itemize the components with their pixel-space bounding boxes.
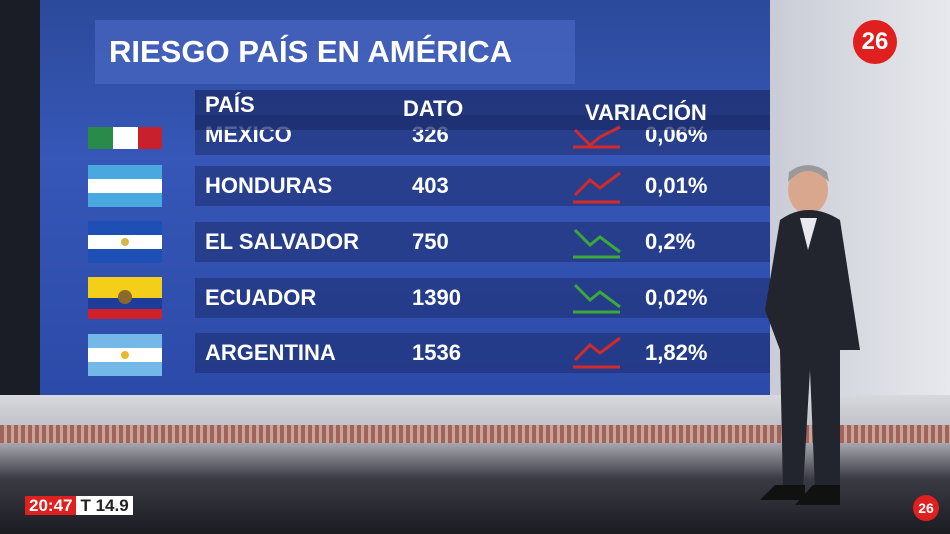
country: ECUADOR	[205, 285, 317, 310]
time: 20:47	[25, 496, 77, 515]
channel-logo: 26	[853, 20, 897, 64]
variation: 0,2%	[645, 229, 696, 254]
flag-ecuador	[88, 277, 162, 319]
flag-argentina	[88, 334, 162, 376]
column-header: VARIACIÓN	[585, 100, 707, 125]
value: 1536	[412, 340, 461, 365]
title: RIESGO PAÍS EN AMÉRICA	[95, 20, 575, 84]
country: ARGENTINA	[205, 340, 336, 365]
presenter	[760, 165, 860, 505]
variation: 0,01%	[645, 173, 708, 198]
column-header: PAÍS	[205, 92, 255, 117]
variation: 1,82%	[645, 340, 708, 365]
corner-logo: 26	[913, 495, 939, 521]
row: HONDURAS 403 0,01%	[195, 166, 770, 206]
column-header: DATO	[403, 96, 464, 121]
value: 750	[412, 229, 449, 254]
floor-stripe	[0, 425, 950, 443]
temperature: T 14.9	[76, 496, 133, 515]
row: ARGENTINA 1536 1,82%	[195, 333, 770, 373]
country: EL SALVADOR	[205, 229, 360, 254]
row: ECUADOR 1390 0,02%	[195, 278, 770, 318]
flag-el-salvador	[88, 221, 162, 263]
flag-mexico	[88, 127, 162, 149]
header-row: PAÍS DATO VARIACIÓN	[195, 90, 770, 130]
flag-honduras	[88, 165, 162, 207]
value: 1390	[412, 285, 461, 310]
country: HONDURAS	[205, 173, 333, 198]
variation: 0,02%	[645, 285, 708, 310]
row: EL SALVADOR 750 0,2%	[195, 222, 770, 262]
clock: 20:47 T 14.9	[25, 495, 133, 517]
trend-icons	[573, 125, 621, 369]
value: 403	[412, 173, 449, 198]
